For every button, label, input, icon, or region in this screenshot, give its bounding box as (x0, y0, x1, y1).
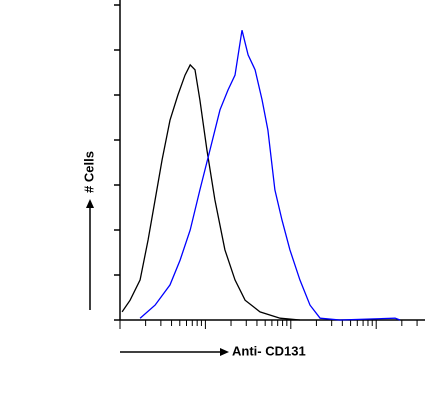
x-axis-label: Anti- CD131 (232, 343, 306, 358)
histogram-line (139, 30, 401, 321)
x-arrow-head (220, 348, 229, 356)
y-arrow-head (86, 199, 94, 208)
y-axis-label: # Cells (81, 151, 96, 193)
histogram-line (121, 63, 300, 321)
